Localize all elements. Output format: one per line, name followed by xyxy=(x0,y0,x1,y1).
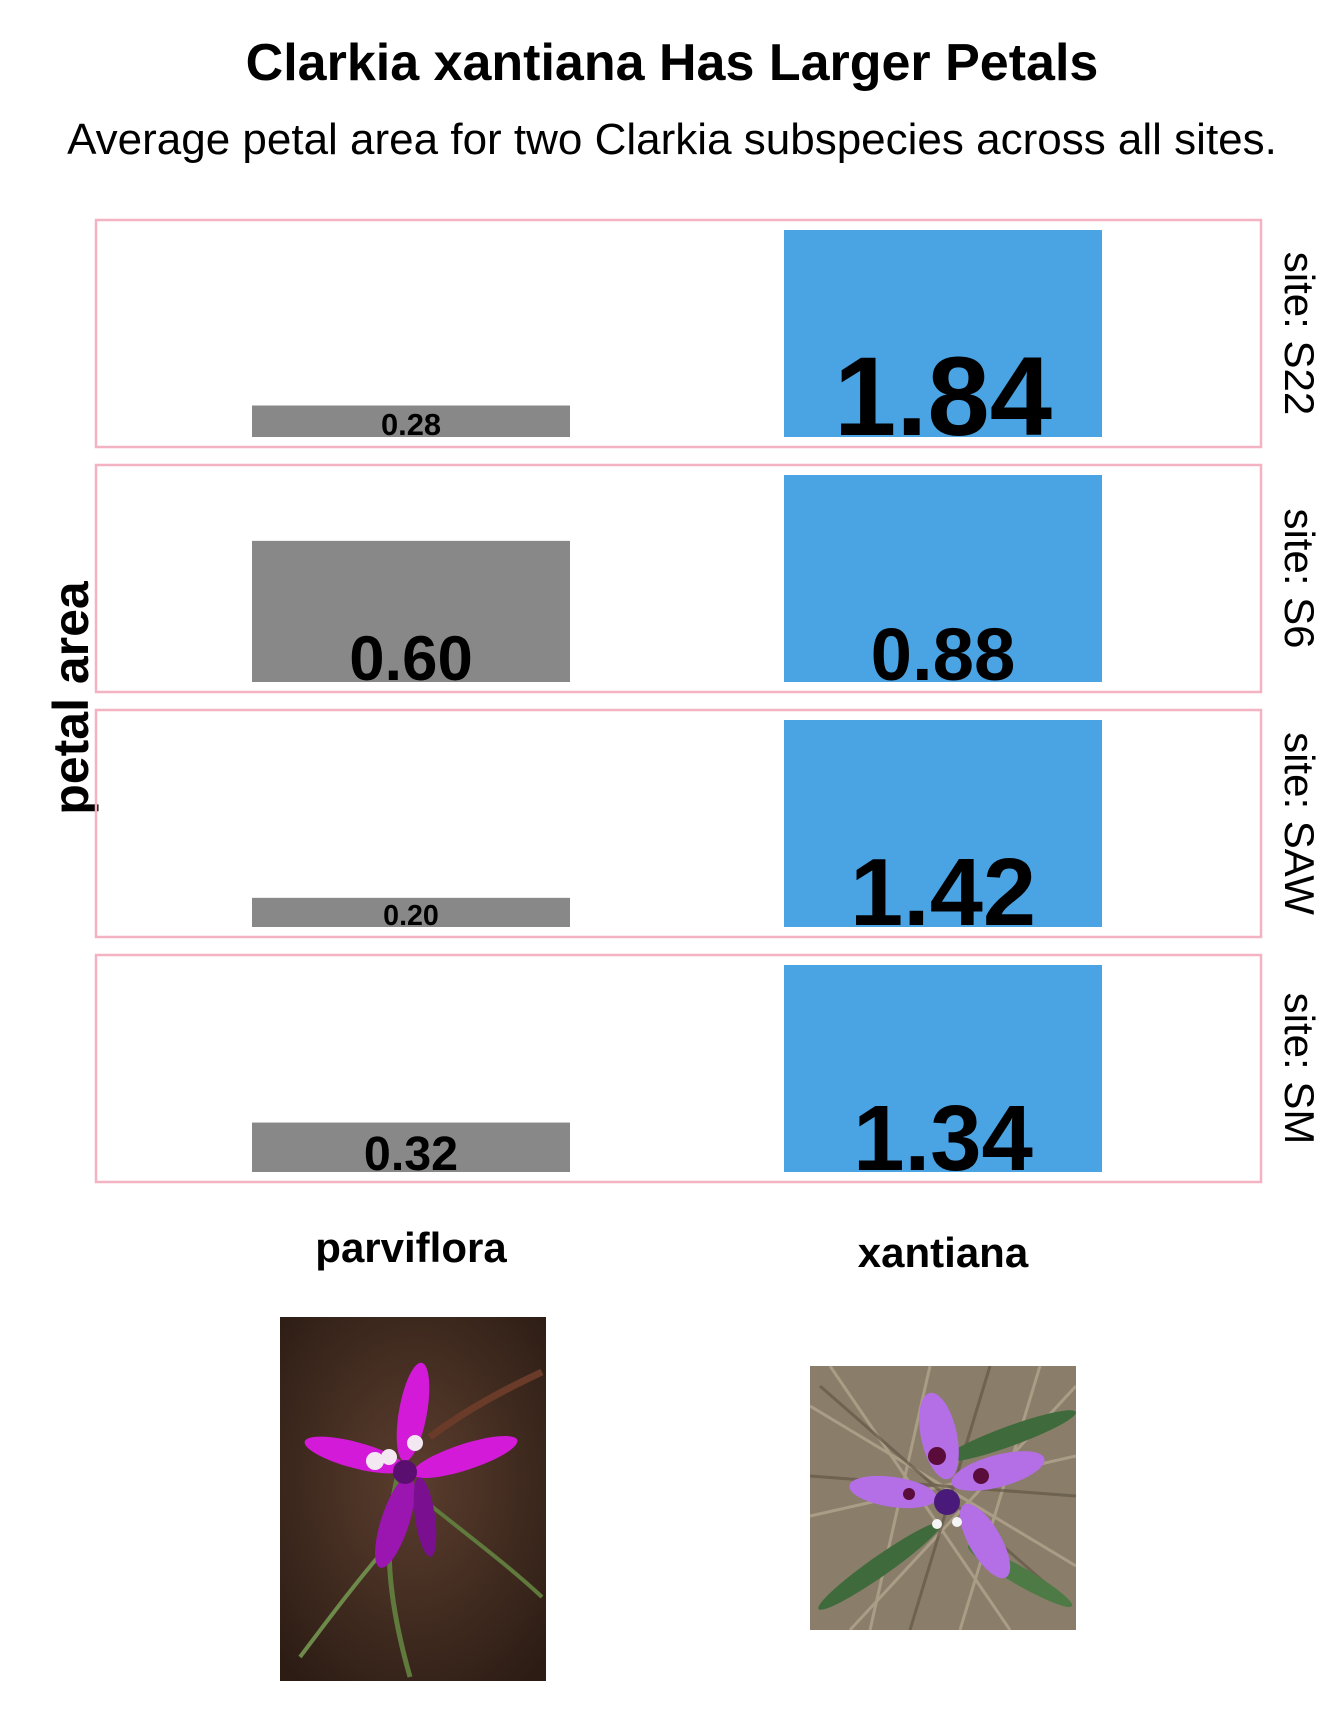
facet-panel-SM xyxy=(94,953,1263,1184)
data-label-xantiana-SAW: 1.42 xyxy=(850,839,1036,946)
bar-xantiana-SAW xyxy=(784,720,1102,927)
bar-parviflora-SM xyxy=(252,1122,570,1172)
data-label-xantiana-S6: 0.88 xyxy=(871,613,1016,696)
facet-strip-label-S22: site: S22 xyxy=(1276,252,1323,415)
xantiana-flower-photo xyxy=(810,1366,1076,1630)
bar-xantiana-S6 xyxy=(784,475,1102,682)
facet-panels: 0.28 1.84 site: S22 0.60 0.88 site: S6 0.20 1.4… xyxy=(94,218,1323,1190)
parviflora-flower-photo xyxy=(280,1317,546,1681)
chart-subtitle: Average petal area for two Clarkia subsp… xyxy=(67,115,1277,164)
bar-xantiana-SM xyxy=(784,965,1102,1172)
data-label-parviflora-S22: 0.28 xyxy=(381,407,441,442)
data-label-xantiana-S22: 1.84 xyxy=(834,334,1052,459)
facet-strip-label-S6: site: S6 xyxy=(1276,508,1323,648)
facet-strip-label-SM: site: SM xyxy=(1276,993,1323,1145)
x-tick-label-xantiana: xantiana xyxy=(858,1229,1029,1276)
facet-panel-S22 xyxy=(94,218,1263,449)
bar-parviflora-S22 xyxy=(252,405,570,437)
data-label-parviflora-S6: 0.60 xyxy=(349,624,473,694)
x-tick-label-parviflora: parviflora xyxy=(315,1224,507,1271)
data-label-parviflora-SM: 0.32 xyxy=(364,1127,458,1181)
facet-panel-S6 xyxy=(94,463,1263,694)
data-label-parviflora-SAW: 0.20 xyxy=(383,900,439,932)
data-label-xantiana-SM: 1.34 xyxy=(853,1086,1033,1190)
bar-parviflora-S6 xyxy=(252,540,570,682)
chart-title: Clarkia xantiana Has Larger Petals xyxy=(246,34,1099,92)
bar-parviflora-SAW xyxy=(252,897,570,927)
facet-strip-label-SAW: site: SAW xyxy=(1276,732,1323,915)
bar-xantiana-S22 xyxy=(784,230,1102,437)
y-axis-label: petal area xyxy=(43,580,99,815)
facet-panel-SAW xyxy=(94,708,1263,939)
